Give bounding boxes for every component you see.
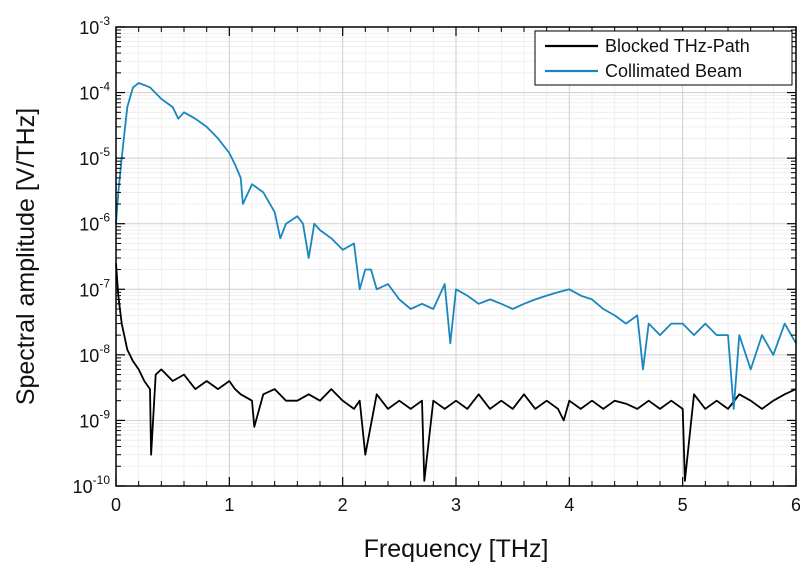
y-axis-title: Spectral amplitude [V/THz]: [12, 108, 40, 405]
x-tick-label: 1: [224, 495, 234, 515]
x-tick-label: 6: [791, 495, 800, 515]
x-tick-label: 2: [338, 495, 348, 515]
x-tick-label: 0: [111, 495, 121, 515]
x-axis-title: Frequency [THz]: [364, 535, 549, 563]
x-tick-label: 3: [451, 495, 461, 515]
legend: Blocked THz-Path Collimated Beam: [535, 31, 792, 85]
legend-label: Blocked THz-Path: [605, 36, 750, 56]
legend-label: Collimated Beam: [605, 61, 742, 81]
x-tick-label: 4: [564, 495, 574, 515]
x-tick-label: 5: [678, 495, 688, 515]
